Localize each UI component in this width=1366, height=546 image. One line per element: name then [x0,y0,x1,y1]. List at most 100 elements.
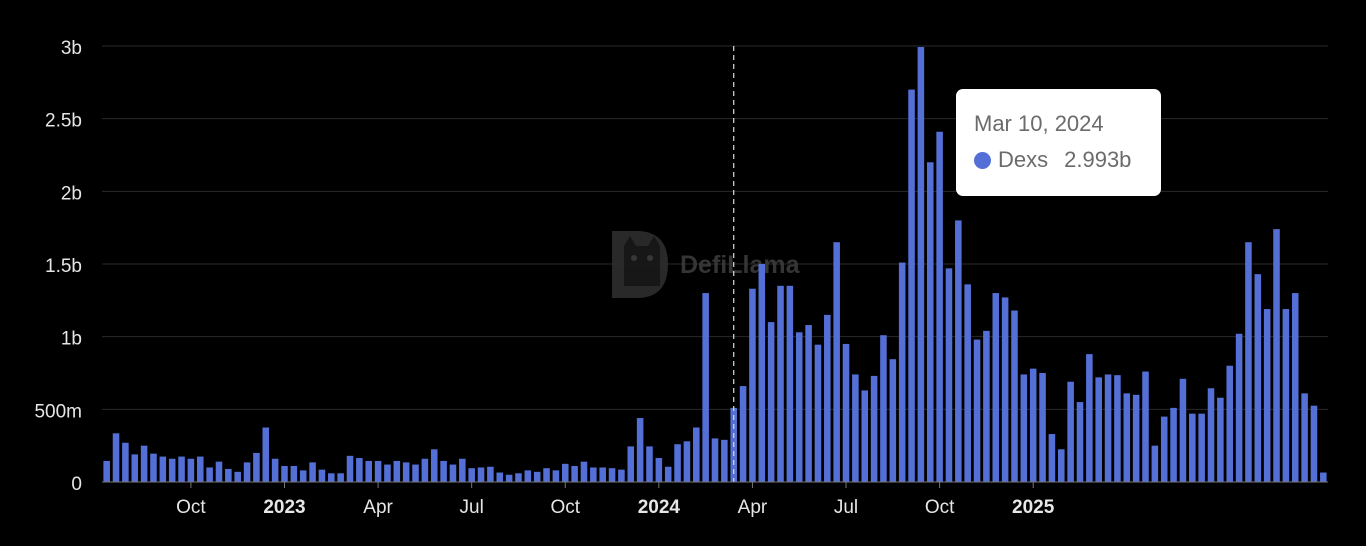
bar[interactable] [178,456,185,482]
bar[interactable] [880,335,887,482]
bar[interactable] [618,469,625,482]
bar[interactable] [936,131,943,482]
bar[interactable] [1086,354,1093,482]
bar[interactable] [561,463,569,482]
bar[interactable] [206,467,213,482]
bar[interactable] [271,458,279,482]
bar[interactable] [215,461,223,482]
bar[interactable] [402,462,410,482]
bar[interactable] [973,339,981,482]
bar[interactable] [459,458,466,482]
bar[interactable] [992,293,1000,482]
bar[interactable] [711,438,719,482]
bar[interactable] [580,461,588,482]
bar[interactable] [1048,434,1056,482]
bar[interactable] [328,473,335,482]
bar[interactable] [337,473,344,482]
bar[interactable] [702,293,709,482]
bar[interactable] [1170,407,1177,482]
bar[interactable] [674,444,681,482]
bar[interactable] [1291,293,1299,482]
bar[interactable] [225,468,232,482]
bar[interactable] [1310,405,1318,482]
bar[interactable] [1217,397,1224,482]
bar[interactable] [524,470,532,482]
bar[interactable] [374,460,382,482]
bar[interactable] [898,262,906,482]
bar[interactable] [290,466,298,482]
bar[interactable] [1245,242,1252,482]
bar[interactable] [1235,333,1243,482]
bar[interactable] [1020,374,1028,482]
bar[interactable] [889,359,897,482]
bar[interactable] [122,442,129,482]
bar[interactable] [112,433,120,482]
bar[interactable] [1189,413,1196,482]
bar[interactable] [1039,373,1046,482]
bar[interactable] [786,285,794,482]
bar[interactable] [805,325,812,482]
bar[interactable] [1067,381,1074,482]
bar[interactable] [861,390,869,482]
bar[interactable] [636,418,644,482]
bar[interactable] [983,330,990,482]
bar[interactable] [243,462,251,482]
bar[interactable] [1001,297,1009,482]
bar[interactable] [683,441,691,482]
bar[interactable] [749,288,756,482]
bar[interactable] [777,285,784,482]
bar[interactable] [599,467,606,482]
bar[interactable] [1301,393,1308,482]
bar[interactable] [1273,229,1280,482]
bar[interactable] [487,466,494,482]
bar[interactable] [543,468,550,482]
bar[interactable] [1104,374,1112,482]
bar[interactable] [1160,416,1168,482]
bar[interactable] [496,472,504,482]
bar[interactable] [356,458,363,482]
bar[interactable] [721,439,728,482]
bar[interactable] [1226,365,1234,482]
bar[interactable] [1142,371,1149,482]
bar[interactable] [515,473,522,482]
bar[interactable] [318,469,326,482]
bar[interactable] [103,460,110,482]
bar[interactable] [1151,445,1159,482]
bar[interactable] [421,458,429,482]
bar[interactable] [627,446,635,482]
bar[interactable] [795,332,803,482]
bar[interactable] [430,449,438,482]
bar[interactable] [150,453,157,482]
bar[interactable] [365,460,372,482]
bar[interactable] [552,470,560,482]
bar[interactable] [253,452,260,482]
bar[interactable] [505,474,513,482]
bar[interactable] [1076,402,1084,482]
bar[interactable] [384,464,391,482]
bar[interactable] [655,458,663,482]
bar[interactable] [664,466,672,482]
bar[interactable] [1254,274,1262,482]
bar[interactable] [159,456,167,482]
bar[interactable] [477,467,485,482]
bar[interactable] [131,454,139,482]
bar[interactable] [852,374,859,482]
bar[interactable] [739,386,747,482]
bar[interactable] [1095,377,1102,482]
bar[interactable] [187,458,195,482]
bar[interactable] [842,343,850,482]
bar[interactable] [908,89,915,482]
bar[interactable] [1058,449,1065,482]
bar[interactable] [168,458,176,482]
bar[interactable] [533,471,541,482]
bar[interactable] [693,427,700,483]
bar[interactable] [870,375,878,482]
bar[interactable] [449,464,457,482]
bar[interactable] [1011,310,1018,482]
bar[interactable] [468,468,475,482]
bar[interactable] [1179,378,1187,482]
bar[interactable] [758,264,766,482]
bar[interactable] [917,47,925,483]
bar[interactable] [646,446,653,482]
bar[interactable] [393,460,401,482]
